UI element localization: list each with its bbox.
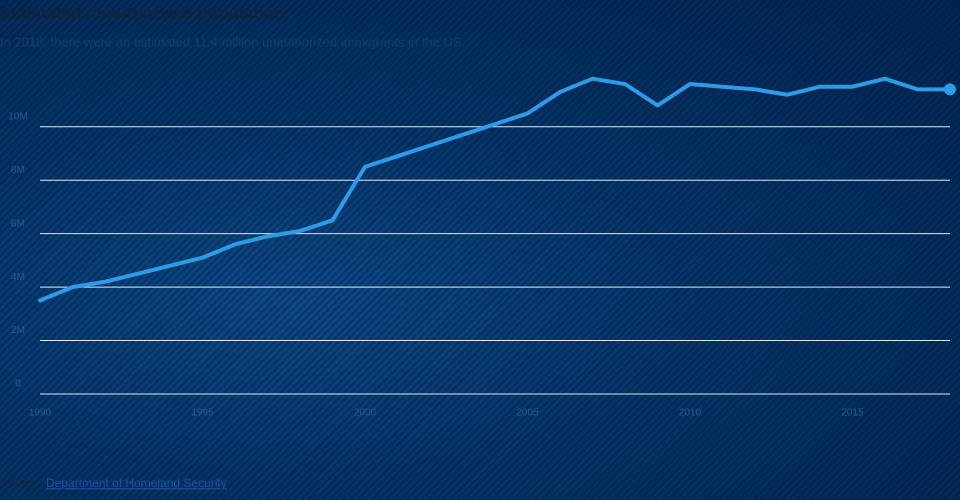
end-point [944, 83, 956, 96]
y-tick-label: 4M [11, 272, 25, 283]
source-link[interactable]: Department of Homeland Security [46, 476, 227, 490]
source-label: Source: [0, 476, 41, 490]
y-tick-label: 6M [11, 218, 25, 229]
x-tick-label: 2000 [354, 408, 377, 419]
chart-title: Estimated unauthorized population [0, 3, 284, 22]
x-tick-label: 2010 [679, 408, 702, 419]
x-tick-label: 2005 [516, 408, 539, 419]
x-tick-label: 1995 [191, 408, 214, 419]
y-tick-label: 2M [11, 325, 25, 336]
x-tick-label: 1990 [29, 408, 52, 419]
data-line [38, 76, 952, 303]
chart-subtitle: In 2018, there were an estimated 11.4 mi… [0, 34, 465, 49]
y-tick-label: 0 [15, 379, 21, 390]
y-tick-label: 10M [8, 111, 27, 122]
x-tick-label: 2015 [841, 408, 864, 419]
y-tick-label: 8M [11, 165, 25, 176]
